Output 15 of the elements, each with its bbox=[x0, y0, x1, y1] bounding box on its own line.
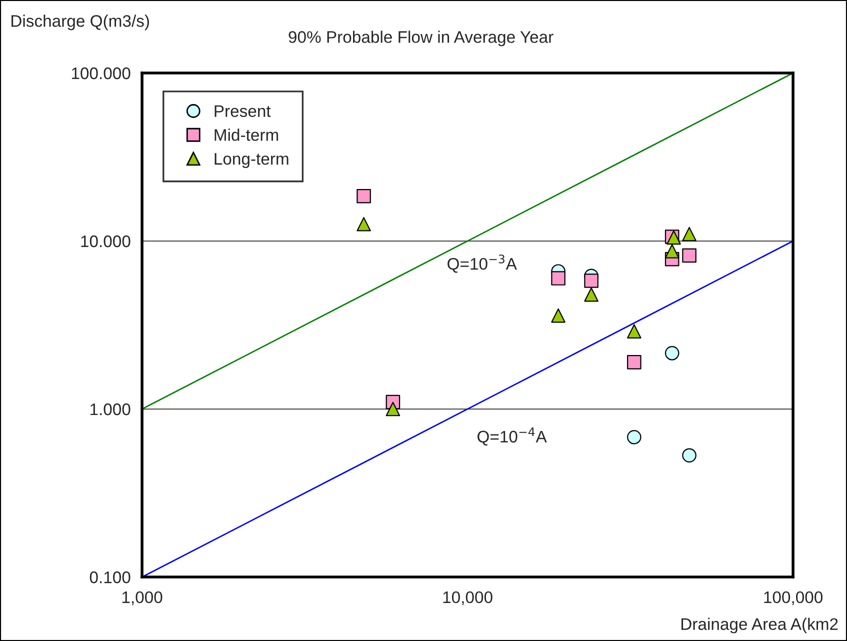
y-tick-label: 0.100 bbox=[90, 571, 130, 584]
legend-label: Present bbox=[214, 105, 271, 117]
x-tick-label: 100,000 bbox=[764, 591, 823, 606]
x-axis-title: Drainage Area A(km2 bbox=[681, 618, 838, 634]
x-tick-label: 10,000 bbox=[443, 591, 492, 606]
legend-label: Long-term bbox=[214, 153, 288, 168]
x-tick-label: 1,000 bbox=[122, 591, 162, 606]
y-tick-label: 1.000 bbox=[90, 403, 130, 416]
chart-title: 90% Probable Flow in Average Year bbox=[288, 30, 554, 46]
annotation: Q=10$^{−4}$A bbox=[478, 428, 547, 446]
y-tick-label: 10.000 bbox=[81, 235, 130, 248]
annotation: Q=10$^{−3}$A bbox=[448, 254, 517, 273]
legend-label: Mid-term bbox=[214, 128, 278, 141]
y-axis-title: Discharge Q(m3/s) bbox=[12, 14, 149, 30]
y-tick-label: 100.000 bbox=[72, 67, 130, 80]
